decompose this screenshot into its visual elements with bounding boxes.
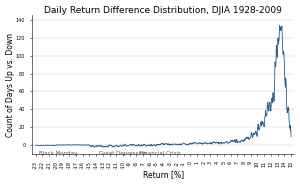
Text: Financial Crisis: Financial Crisis <box>140 152 181 157</box>
Text: Black Monday: Black Monday <box>39 152 77 157</box>
X-axis label: Return [%]: Return [%] <box>143 170 184 179</box>
Y-axis label: Count of Days Up vs. Down: Count of Days Up vs. Down <box>6 33 15 137</box>
Text: Great Depression: Great Depression <box>100 152 147 157</box>
Title: Daily Return Difference Distribution, DJIA 1928-2009: Daily Return Difference Distribution, DJ… <box>44 6 282 15</box>
